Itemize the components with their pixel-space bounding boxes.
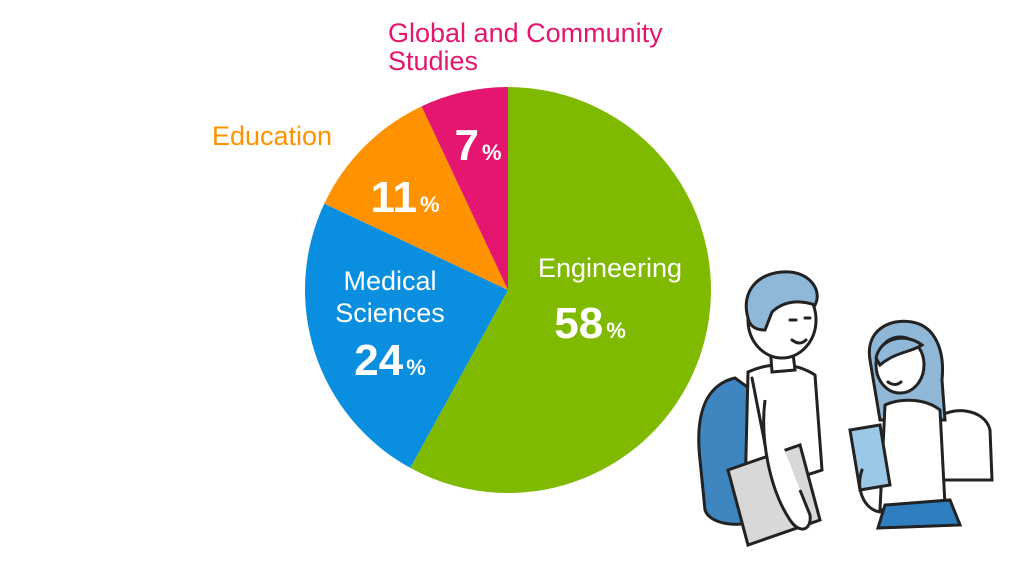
label-name-education: Education xyxy=(212,121,332,151)
two-students-icon xyxy=(699,272,992,545)
label-name-engineering: Engineering xyxy=(538,253,682,283)
label-name-global-and-community-studies: Global and Community Studies xyxy=(388,18,663,76)
girl-skirt xyxy=(878,500,960,528)
girl-blouse xyxy=(880,400,945,510)
girl-figure xyxy=(850,321,992,528)
boy-figure xyxy=(699,272,822,545)
